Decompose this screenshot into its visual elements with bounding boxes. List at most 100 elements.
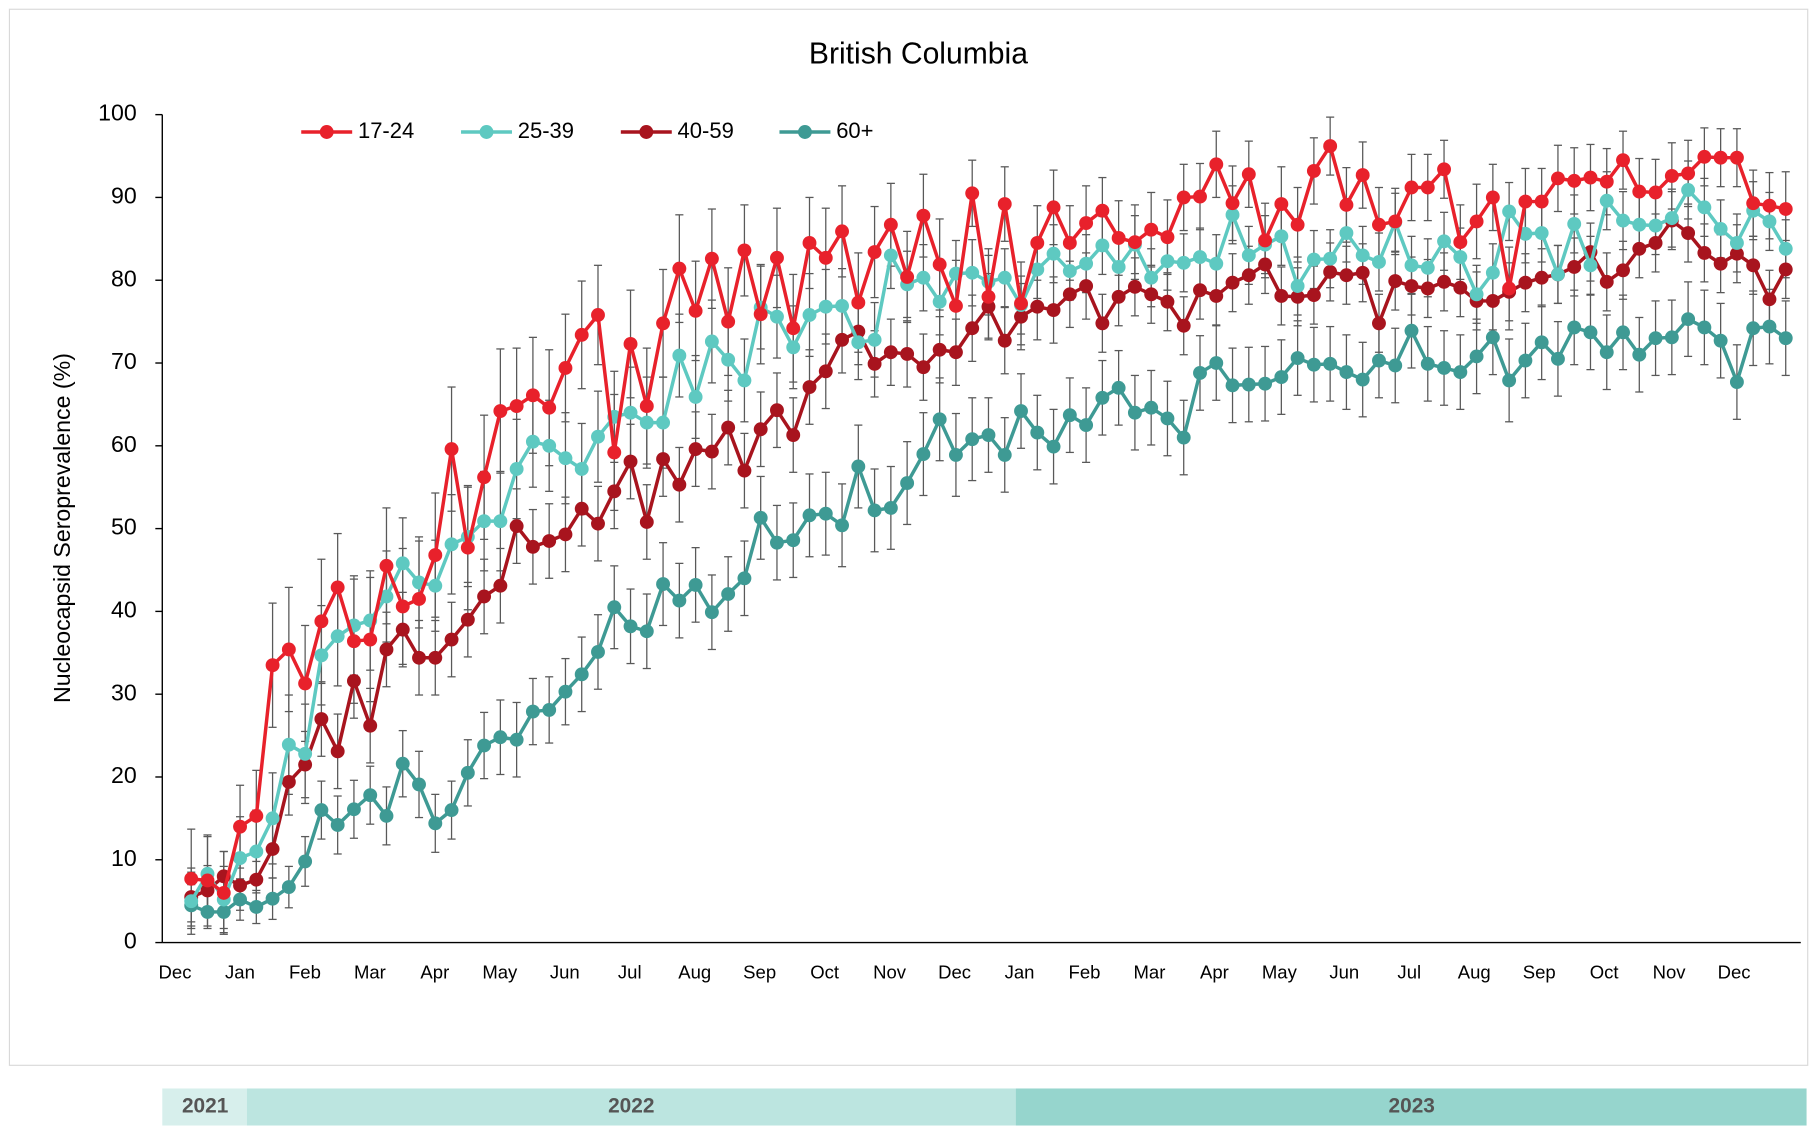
data-point: [1778, 202, 1793, 216]
data-point: [542, 438, 557, 453]
data-point: [1372, 217, 1386, 232]
data-point: [1046, 439, 1061, 454]
data-point: [1599, 345, 1614, 360]
data-point: [346, 802, 361, 817]
data-point: [1209, 356, 1224, 370]
data-point: [1388, 214, 1403, 229]
data-point: [1274, 289, 1289, 303]
data-point: [981, 428, 996, 442]
data-point: [639, 624, 654, 639]
data-point: [330, 744, 345, 759]
data-point: [216, 904, 231, 919]
data-point: [883, 345, 898, 360]
data-point: [1453, 365, 1468, 380]
data-point: [1062, 287, 1077, 302]
data-point: [591, 429, 605, 444]
data-point: [265, 842, 280, 856]
data-point: [1160, 294, 1175, 309]
data-point: [916, 208, 931, 223]
data-point: [1079, 418, 1094, 433]
x-month-label: Oct: [810, 962, 840, 983]
data-point: [1713, 333, 1728, 348]
data-point: [1713, 221, 1728, 236]
data-point: [216, 885, 231, 900]
data-point: [997, 270, 1012, 285]
data-point: [1664, 211, 1679, 226]
data-point: [1469, 287, 1484, 302]
data-point: [1746, 321, 1761, 336]
data-point: [1567, 320, 1582, 335]
data-point: [1746, 258, 1761, 273]
data-point: [314, 712, 329, 726]
data-point: [786, 340, 801, 355]
data-point: [460, 765, 475, 780]
data-point: [314, 614, 329, 629]
data-point: [591, 645, 605, 659]
year-label: 2021: [182, 1094, 228, 1117]
data-point: [802, 380, 817, 394]
year-band: [162, 1088, 1807, 1126]
data-point: [412, 777, 426, 792]
y-tick-label: 20: [111, 762, 137, 788]
data-point: [704, 605, 719, 620]
data-point: [1290, 279, 1305, 293]
data-point: [1306, 357, 1321, 372]
data-point: [965, 321, 980, 336]
data-point: [509, 462, 524, 476]
data-point: [1534, 335, 1549, 350]
data-point: [1030, 425, 1045, 440]
data-point: [1599, 174, 1614, 189]
data-point: [558, 527, 573, 542]
data-point: [1729, 236, 1744, 250]
data-point: [1632, 241, 1647, 256]
y-tick-label: 50: [111, 514, 137, 540]
x-month-label: Sep: [743, 962, 776, 983]
data-point: [1193, 250, 1207, 264]
legend-item: 25-39: [461, 118, 574, 143]
data-point: [477, 514, 492, 529]
data-point: [916, 360, 931, 375]
data-point: [444, 632, 459, 647]
data-point: [200, 873, 215, 888]
data-point: [1014, 309, 1028, 324]
data-point: [981, 289, 996, 304]
data-point: [379, 589, 394, 604]
x-month-label: Jan: [225, 962, 255, 983]
data-point: [1176, 430, 1191, 445]
data-point: [851, 335, 866, 350]
data-point: [786, 321, 801, 336]
data-point: [1306, 288, 1321, 303]
data-point: [346, 634, 361, 649]
data-point: [916, 447, 931, 462]
data-point: [1502, 373, 1517, 388]
data-point: [1648, 218, 1663, 233]
data-point: [200, 883, 215, 898]
data-point: [1518, 194, 1533, 209]
data-point: [1437, 361, 1451, 375]
data-point: [444, 803, 459, 818]
data-point: [1014, 296, 1028, 311]
data-point: [753, 307, 768, 322]
data-point: [883, 500, 898, 515]
data-point: [346, 673, 361, 688]
data-point: [379, 558, 394, 573]
data-point: [1583, 325, 1598, 340]
data-point: [1420, 260, 1435, 275]
data-point: [835, 298, 849, 313]
data-point: [737, 571, 752, 586]
data-point: [1079, 279, 1094, 293]
x-month-label: Jun: [1329, 962, 1359, 983]
data-point: [1485, 190, 1500, 205]
data-point: [900, 346, 915, 361]
x-month-label: Oct: [1590, 962, 1620, 983]
data-point: [1323, 264, 1338, 279]
legend-marker: [797, 125, 812, 139]
data-point: [1095, 203, 1110, 218]
data-point: [509, 399, 524, 414]
data-point: [721, 420, 736, 435]
data-point: [1583, 258, 1598, 273]
data-point: [623, 405, 638, 420]
data-point: [1664, 330, 1679, 345]
legend-label: 40-59: [678, 118, 734, 143]
